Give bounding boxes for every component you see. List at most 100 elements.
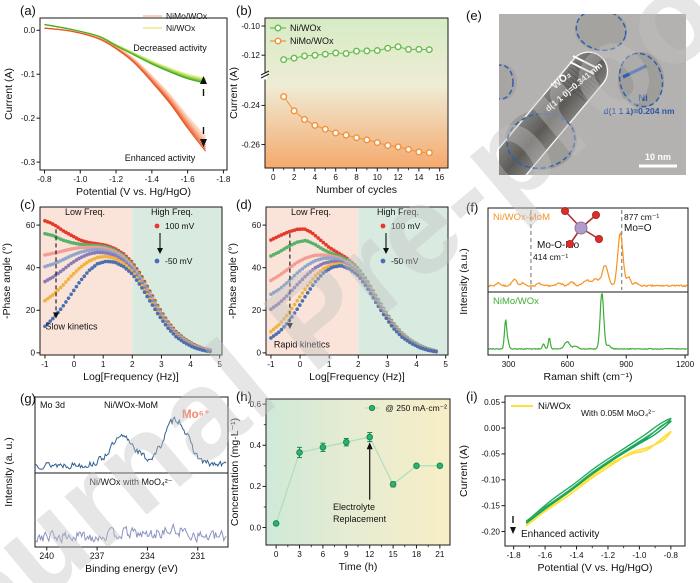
svg-text:60: 60: [252, 221, 262, 230]
svg-text:High Freq.: High Freq.: [151, 207, 193, 217]
svg-text:Low Freq.: Low Freq.: [65, 207, 105, 217]
svg-text:Decreased activity: Decreased activity: [133, 43, 207, 53]
svg-text:Time (h): Time (h): [339, 561, 378, 573]
svg-text:414 cm⁻¹: 414 cm⁻¹: [533, 252, 568, 262]
svg-text:-0.2: -0.2: [21, 114, 36, 123]
svg-text:-0.1: -0.1: [21, 70, 36, 79]
svg-text:-50 mV: -50 mV: [391, 256, 419, 266]
svg-text:-Phase angle (°): -Phase angle (°): [1, 243, 13, 319]
svg-text:2: 2: [292, 173, 297, 182]
svg-text:Current (A): Current (A): [3, 68, 15, 120]
svg-text:15: 15: [389, 550, 399, 559]
svg-text:Number of cycles: Number of cycles: [316, 184, 397, 196]
svg-text:Replacement: Replacement: [333, 514, 387, 524]
svg-text:-1.6: -1.6: [538, 551, 553, 560]
svg-text:237: 237: [90, 551, 105, 561]
panel-label-d: (d): [236, 197, 252, 212]
svg-text:Intensity (a.u.): Intensity (a.u.): [458, 248, 470, 315]
svg-text:Binding energy (eV): Binding energy (eV): [85, 563, 178, 575]
svg-text:3: 3: [159, 360, 164, 369]
svg-text:10: 10: [373, 173, 383, 182]
svg-text:Ni: Ni: [638, 93, 648, 104]
svg-text:-1.6: -1.6: [181, 175, 196, 184]
svg-text:-50 mV: -50 mV: [165, 256, 193, 266]
svg-text:-0.20: -0.20: [481, 527, 500, 536]
svg-text:-1.2: -1.2: [109, 175, 124, 184]
svg-text:Potential (V vs. Hg/HgO): Potential (V vs. Hg/HgO): [538, 562, 653, 574]
svg-text:4: 4: [414, 360, 419, 369]
panel-label-g: (g): [20, 391, 36, 406]
svg-text:Ni/WOx: Ni/WOx: [166, 23, 196, 33]
svg-text:240: 240: [39, 551, 54, 561]
chart-current-vs-cycles: 0 2 4 6 8 10 12 14 16 Number of cycles -0.10 -0.12 -…: [228, 17, 449, 196]
panel-label-h: (h): [236, 389, 252, 404]
panel-label-e: (e): [466, 8, 482, 23]
svg-text:Mo=O: Mo=O: [624, 223, 652, 234]
svg-text:-0.8: -0.8: [664, 551, 679, 560]
svg-text:12: 12: [394, 173, 404, 182]
svg-text:-1.4: -1.4: [569, 551, 584, 560]
svg-text:-1: -1: [41, 360, 49, 369]
svg-text:Ni/WOx: Ni/WOx: [538, 401, 571, 412]
svg-text:-1.0: -1.0: [73, 175, 88, 184]
svg-text:0: 0: [256, 349, 261, 358]
svg-text:0: 0: [274, 550, 279, 559]
chart-concentration: 0 3 6 9 12 15 18 21 Time (h) 0.0 0.2 0.4 0.6 Concentr…: [229, 398, 451, 573]
svg-text:20: 20: [252, 306, 262, 315]
svg-text:Low Freq.: Low Freq.: [291, 207, 331, 217]
svg-text:-1.8: -1.8: [216, 175, 231, 184]
svg-text:18: 18: [412, 550, 422, 559]
svg-text:20: 20: [26, 306, 36, 315]
svg-text:Electrolyte: Electrolyte: [333, 502, 375, 512]
panel-label-b: (b): [236, 3, 252, 18]
svg-text:d(1 1 1)=0.204 nm: d(1 1 1)=0.204 nm: [603, 106, 675, 116]
chart-bode-rapid: -1 0 1 2 3 4 5 Log[Frequency (Hz)] 0 20 40 60 -Phase…: [227, 206, 449, 383]
svg-text:5: 5: [217, 360, 222, 369]
svg-text:-0.12: -0.12: [241, 51, 260, 60]
svg-text:40: 40: [252, 263, 262, 272]
svg-text:Concentration (mg·L⁻¹): Concentration (mg·L⁻¹): [229, 418, 241, 526]
svg-text:NiMo/WOx: NiMo/WOx: [166, 11, 208, 21]
svg-text:1200: 1200: [676, 360, 695, 369]
svg-text:0: 0: [298, 360, 303, 369]
svg-text:@ 250 mA·cm⁻²: @ 250 mA·cm⁻²: [385, 403, 447, 413]
chart-lsv-cycling: -0.8 -1.0 -1.2 -1.4 -1.6 -1.8 Potential (V vs.…: [3, 11, 231, 198]
svg-text:-1.8: -1.8: [507, 551, 522, 560]
svg-text:-1.0: -1.0: [632, 551, 647, 560]
svg-text:100 mV: 100 mV: [391, 221, 421, 231]
svg-text:High Freq.: High Freq.: [377, 207, 419, 217]
svg-text:300: 300: [502, 360, 516, 369]
svg-text:5: 5: [443, 360, 448, 369]
svg-text:9: 9: [344, 550, 349, 559]
svg-text:1: 1: [327, 360, 332, 369]
svg-text:10 nm: 10 nm: [645, 152, 671, 162]
svg-text:Current (A): Current (A): [228, 67, 240, 119]
svg-text:With 0.05M MoO₄²⁻: With 0.05M MoO₄²⁻: [581, 408, 656, 418]
svg-text:Mo⁶⁺: Mo⁶⁺: [182, 409, 210, 421]
svg-text:234: 234: [140, 551, 155, 561]
svg-text:Potential (V vs. Hg/HgO): Potential (V vs. Hg/HgO): [76, 186, 191, 198]
panel-label-f: (f): [466, 200, 479, 215]
svg-text:12: 12: [365, 550, 375, 559]
svg-text:2: 2: [130, 360, 135, 369]
panel-label-a: (a): [20, 3, 36, 18]
svg-text:Enhanced activity: Enhanced activity: [521, 529, 599, 540]
svg-text:Current (A): Current (A): [458, 445, 470, 497]
svg-text:Mo-O-Mo: Mo-O-Mo: [537, 240, 580, 251]
svg-text:14: 14: [414, 173, 424, 182]
svg-text:0.0: 0.0: [24, 26, 36, 35]
svg-text:-0.8: -0.8: [37, 175, 52, 184]
svg-text:900: 900: [619, 360, 633, 369]
chart-cv-molybdate: -1.8 -1.6 -1.4 -1.2 -1.0 -0.8 Potential (V vs.…: [458, 395, 686, 574]
svg-text:21: 21: [435, 550, 445, 559]
chart-xps: 240 237 234 231 Binding energy (eV) Intensity…: [3, 396, 229, 575]
svg-text:0: 0: [30, 349, 35, 358]
svg-text:100 mV: 100 mV: [165, 221, 195, 231]
svg-text:0.00: 0.00: [484, 424, 500, 433]
svg-text:Log[Frequency (Hz)]: Log[Frequency (Hz)]: [83, 371, 179, 383]
svg-text:-1: -1: [267, 360, 275, 369]
svg-text:-0.3: -0.3: [21, 158, 36, 167]
svg-text:NiMo/WOx: NiMo/WOx: [493, 296, 539, 307]
svg-text:-0.24: -0.24: [241, 101, 260, 110]
svg-text:Slow kinetics: Slow kinetics: [46, 321, 99, 331]
